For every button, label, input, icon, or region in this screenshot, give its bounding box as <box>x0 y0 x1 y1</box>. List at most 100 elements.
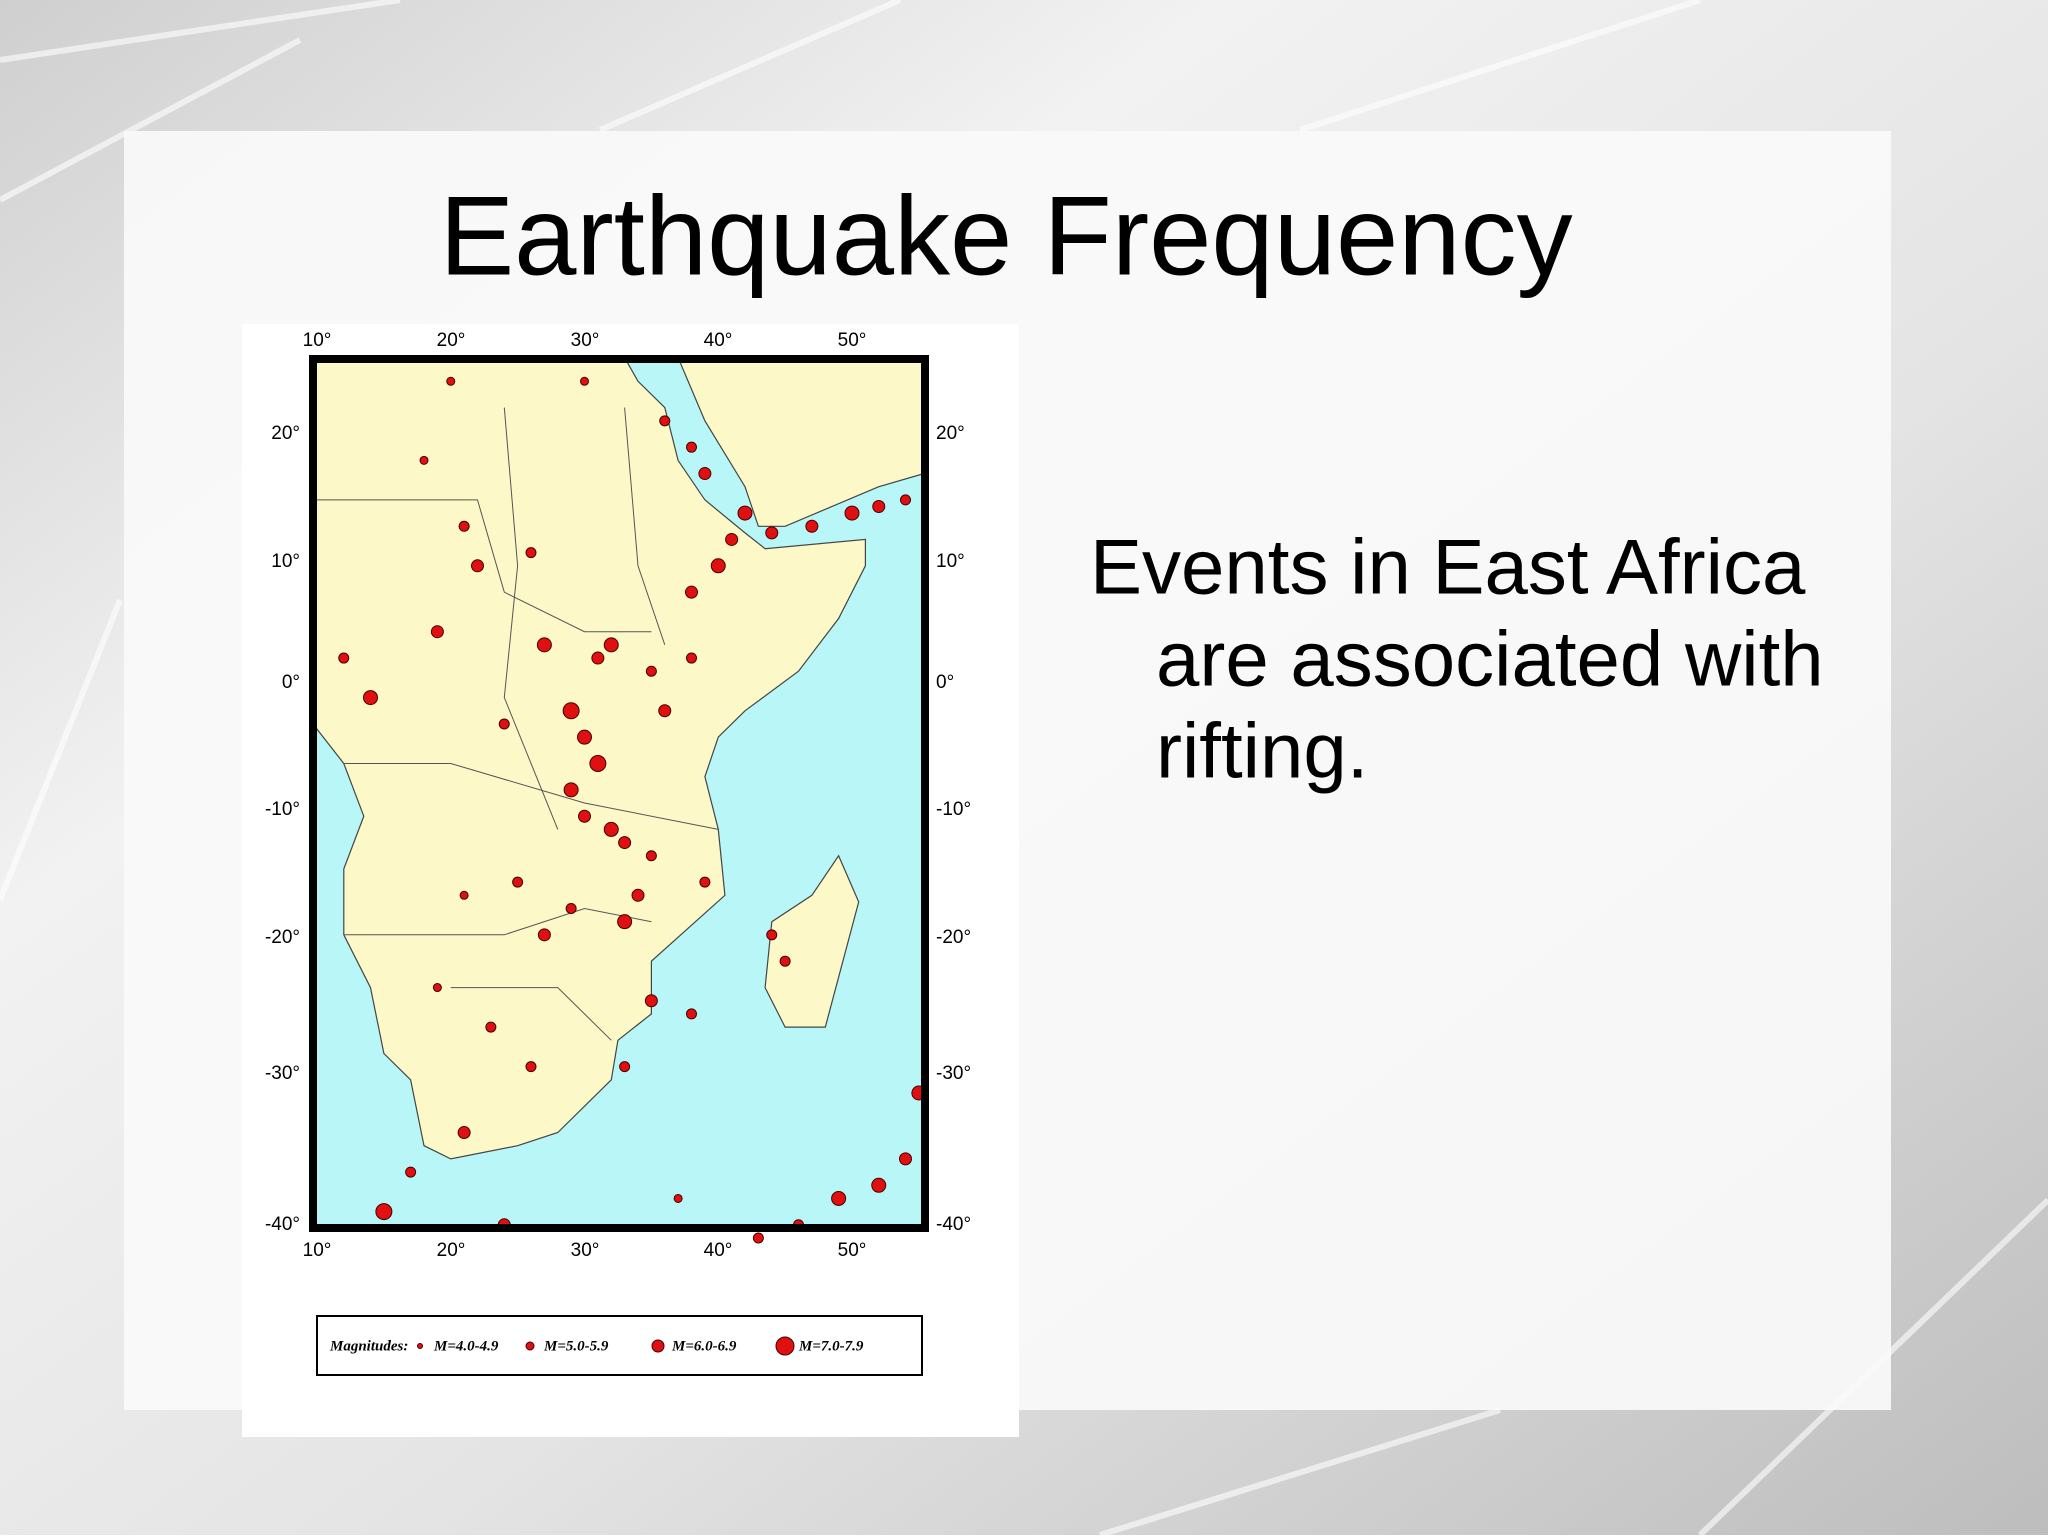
legend-item: M=7.0-7.9 <box>798 1338 864 1354</box>
lon-label: 10° <box>303 330 332 351</box>
legend-item: M=5.0-5.9 <box>543 1338 609 1354</box>
legend-title: Magnitudes: <box>329 1338 408 1354</box>
lon-label: 20° <box>437 330 466 351</box>
quake-dot <box>537 928 551 942</box>
quake-dot <box>619 1061 631 1073</box>
lat-label: 0° <box>282 672 300 693</box>
lat-label: 10° <box>271 551 300 572</box>
quake-dot <box>430 625 444 639</box>
border-line <box>503 407 559 830</box>
lat-label: -10° <box>936 799 971 820</box>
legend-symbol <box>525 1341 535 1351</box>
border-line <box>343 907 652 936</box>
border-line <box>343 763 719 830</box>
quake-dot <box>471 559 484 573</box>
lat-label: 20° <box>271 423 300 444</box>
quake-dot <box>699 876 711 888</box>
quake-dot <box>685 585 698 599</box>
quake-dot <box>673 1193 683 1203</box>
lat-label: -10° <box>265 799 300 820</box>
quake-dot <box>591 651 605 665</box>
quake-dot <box>363 690 378 706</box>
quake-dot <box>446 376 456 386</box>
quake-dot <box>659 415 671 427</box>
lat-label: 20° <box>936 423 965 444</box>
quake-dot <box>686 652 697 664</box>
lon-label: 20° <box>437 1240 466 1261</box>
quake-dot <box>536 637 552 653</box>
quake-dot <box>872 499 886 513</box>
lat-label: -30° <box>265 1063 300 1084</box>
quake-dot <box>563 782 579 798</box>
quake-dot <box>485 1021 497 1033</box>
quake-dot <box>871 1177 887 1193</box>
lat-label: -40° <box>936 1214 971 1235</box>
legend-symbol <box>417 1343 423 1349</box>
africa-land <box>312 357 867 1160</box>
lon-label: 10° <box>303 1240 332 1261</box>
quake-dot <box>459 890 469 900</box>
quake-dot <box>710 558 726 574</box>
quake-dot <box>512 876 524 888</box>
body-text: Events in East Africa are associated wit… <box>1090 523 1824 795</box>
legend-item: M=4.0-4.9 <box>433 1338 499 1354</box>
quake-dot <box>698 467 712 481</box>
quake-dot <box>603 637 619 653</box>
lat-label: -30° <box>936 1063 971 1084</box>
quake-dot <box>686 441 697 453</box>
quake-dot <box>458 520 470 532</box>
quake-dot <box>766 929 778 941</box>
quake-dot <box>565 902 577 914</box>
lon-label: 40° <box>704 330 733 351</box>
quake-dot <box>580 376 589 386</box>
quake-dot <box>457 1126 471 1140</box>
quake-dot <box>900 494 911 506</box>
quake-dot <box>831 1190 847 1206</box>
quake-dot <box>498 718 510 730</box>
quake-dot <box>686 1008 697 1020</box>
quake-dot <box>525 1061 537 1073</box>
lat-label: 10° <box>936 551 965 572</box>
border-line <box>450 987 612 1041</box>
quake-dot <box>617 914 633 930</box>
quake-dot <box>899 1152 912 1166</box>
quake-dot <box>752 1232 764 1244</box>
quake-dot <box>618 836 632 850</box>
slide-title: Earthquake Frequency <box>439 174 1572 299</box>
lon-label: 50° <box>838 1240 867 1261</box>
quake-dot <box>725 532 739 546</box>
lat-label: -20° <box>936 927 971 948</box>
quake-dot <box>631 888 645 902</box>
quake-dot <box>338 652 350 664</box>
map-frame <box>309 355 929 1232</box>
quake-dot <box>658 704 672 718</box>
quake-dot <box>645 850 657 862</box>
legend-item: M=6.0-6.9 <box>671 1338 737 1354</box>
quake-dot <box>805 519 819 533</box>
quake-dot <box>765 526 779 540</box>
quake-dot <box>737 505 753 521</box>
quake-dot <box>375 1203 393 1221</box>
lon-label: 30° <box>571 330 600 351</box>
body-line: are associated with <box>1156 615 1824 703</box>
border-line <box>317 499 652 633</box>
madagascar-land <box>764 854 860 1028</box>
quake-dot <box>562 702 580 720</box>
lat-label: -20° <box>265 927 300 948</box>
lat-label: 0° <box>936 672 954 693</box>
quake-dot <box>645 665 657 677</box>
quake-dot <box>525 547 537 559</box>
quake-dot <box>419 455 429 465</box>
quake-dot <box>405 1166 417 1178</box>
lat-label: -40° <box>265 1214 300 1235</box>
lon-label: 30° <box>571 1240 600 1261</box>
quake-dot <box>779 955 791 967</box>
lon-label: 40° <box>704 1240 733 1261</box>
quake-dot <box>844 505 860 521</box>
quake-dot <box>432 983 442 993</box>
border-line <box>624 407 666 646</box>
body-line: rifting. <box>1156 707 1368 795</box>
map: 10° 20° 30° 40° 50° 10° 20° 30° 40° 50° 20° 10° 0° -1… <box>265 330 971 1376</box>
quake-dot <box>603 821 619 837</box>
